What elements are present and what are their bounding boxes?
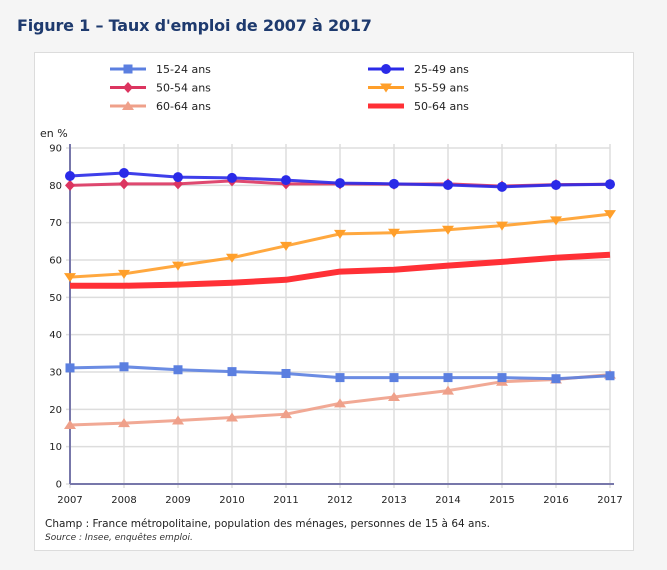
data-point — [226, 253, 238, 263]
legend: 15-24 ans 25-49 ans 50-54 ans 55-59 ans 60-6… — [110, 63, 469, 113]
legend-item: 50-54 ans — [110, 82, 211, 95]
data-point — [281, 368, 291, 378]
legend-item: 25-49 ans — [368, 63, 469, 76]
data-point — [605, 371, 615, 381]
y-tick-label: 20 — [49, 405, 62, 416]
legend-item: 60-64 ans — [110, 100, 211, 113]
legend-item: 55-59 ans — [368, 82, 469, 95]
data-point — [551, 179, 561, 190]
data-point — [497, 373, 507, 383]
legend-marker — [381, 64, 391, 74]
x-tick-label: 2012 — [327, 495, 352, 506]
series-50-64-ans — [70, 251, 611, 289]
x-tick-label: 2011 — [273, 495, 298, 506]
legend-item: 50-64 ans — [368, 100, 469, 113]
series-group — [64, 168, 616, 430]
data-point — [172, 415, 184, 425]
x-tick-label: 2013 — [381, 495, 406, 506]
series-15-24-ans — [65, 362, 615, 384]
axes: 0 10 20 30 40 50 60 70 80 90 2007 2008 2009 2010 2011 2… — [49, 144, 622, 507]
series-55-59-ans — [64, 210, 616, 283]
data-point — [119, 168, 129, 179]
data-point — [497, 181, 507, 192]
data-point — [550, 216, 562, 226]
data-point — [173, 172, 183, 183]
legend-marker — [122, 101, 134, 110]
data-point — [280, 241, 292, 251]
y-tick-label: 40 — [49, 330, 62, 341]
data-point — [281, 175, 291, 186]
chart-source: Source : Insee, enquêtes emploi. — [45, 533, 193, 543]
legend-label: 55-59 ans — [414, 82, 469, 95]
data-point — [118, 269, 130, 279]
series-line — [70, 251, 611, 289]
data-point — [227, 367, 237, 377]
x-tick-label: 2015 — [489, 495, 514, 506]
x-tick-label: 2016 — [543, 495, 568, 506]
data-point — [551, 374, 561, 384]
data-point — [442, 385, 454, 395]
data-point — [173, 365, 183, 375]
grid — [66, 144, 611, 488]
series-60-64-ans — [64, 369, 616, 430]
data-point — [443, 179, 453, 190]
y-tick-label: 60 — [49, 256, 62, 267]
data-point — [335, 373, 345, 383]
data-point — [388, 228, 400, 238]
data-point — [64, 273, 76, 283]
x-tick-label: 2008 — [111, 495, 136, 506]
y-axis-label: en % — [40, 127, 68, 140]
y-tick-label: 30 — [49, 368, 62, 379]
data-point — [118, 418, 130, 428]
x-tick-label: 2010 — [219, 495, 244, 506]
data-point — [65, 363, 75, 373]
data-point — [226, 412, 238, 422]
figure-title: Figure 1 – Taux d'emploi de 2007 à 2017 — [17, 16, 372, 35]
legend-marker — [123, 82, 133, 93]
chart-note: Champ : France métropolitaine, populatio… — [45, 518, 490, 530]
x-tick-label: 2007 — [57, 495, 82, 506]
x-tick-label: 2017 — [597, 495, 622, 506]
y-tick-label: 50 — [49, 293, 62, 304]
y-tick-label: 0 — [56, 480, 62, 491]
data-point — [389, 178, 399, 189]
legend-label: 50-54 ans — [156, 82, 211, 95]
data-point — [280, 409, 292, 419]
data-point — [496, 221, 508, 231]
y-tick-label: 10 — [49, 442, 62, 453]
legend-label: 25-49 ans — [414, 63, 469, 76]
data-point — [172, 261, 184, 271]
legend-marker — [380, 83, 392, 93]
legend-label: 15-24 ans — [156, 63, 211, 76]
data-point — [442, 225, 454, 235]
data-point — [64, 420, 76, 430]
y-tick-label: 90 — [49, 144, 62, 155]
data-point — [389, 373, 399, 383]
data-point — [604, 210, 616, 220]
data-point — [388, 392, 400, 402]
data-point — [334, 398, 346, 408]
series-25-49-ans — [65, 168, 615, 192]
legend-label: 50-64 ans — [414, 100, 469, 113]
legend-marker — [123, 64, 133, 74]
data-point — [335, 178, 345, 189]
data-point — [443, 373, 453, 383]
y-tick-label: 80 — [49, 181, 62, 192]
data-point — [65, 179, 75, 191]
y-tick-label: 70 — [49, 218, 62, 229]
legend-label: 60-64 ans — [156, 100, 211, 113]
data-point — [334, 229, 346, 239]
legend-item: 15-24 ans — [110, 63, 211, 76]
data-point — [119, 362, 129, 372]
chart-panel — [34, 52, 634, 551]
data-point — [227, 172, 237, 183]
data-point — [65, 171, 75, 181]
data-point — [605, 179, 615, 190]
data-point — [119, 178, 129, 190]
x-tick-label: 2009 — [165, 495, 190, 506]
x-tick-label: 2014 — [435, 495, 460, 506]
